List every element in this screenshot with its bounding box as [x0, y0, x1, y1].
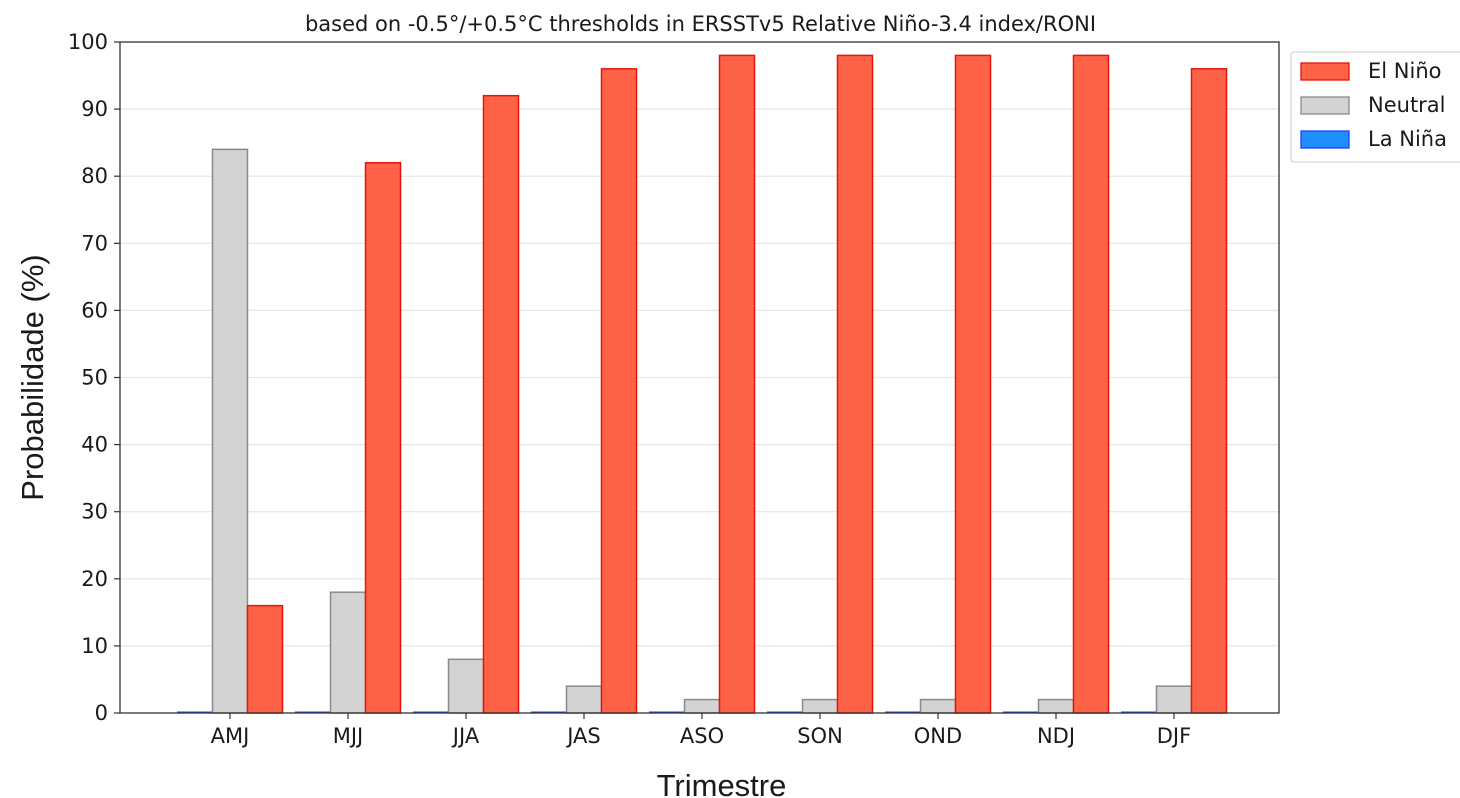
y-tick-label: 60 [81, 298, 108, 322]
x-tick-label: JAS [565, 724, 601, 748]
bar-el-ni-o-amj [246, 604, 284, 714]
x-tick-label: JJA [451, 724, 480, 748]
y-tick-label: 0 [95, 701, 108, 725]
bar-neutral-aso [683, 698, 721, 714]
y-tick-label: 90 [81, 97, 108, 121]
x-tick-label: DJF [1157, 724, 1191, 748]
bar-el-ni-o-jja [482, 94, 520, 714]
y-tick-label: 30 [81, 500, 108, 524]
legend-swatch [1300, 96, 1350, 115]
x-axis: AMJ MJJ JJA JAS ASO SON OND NDJ DJF [211, 713, 1191, 748]
x-tick-label: MJJ [333, 724, 364, 748]
legend: El Niño Neutral La Niña [1290, 51, 1460, 163]
y-axis-label: Probabilidade (%) [15, 254, 50, 500]
y-tick-label: 50 [81, 366, 108, 390]
bar-neutral-son [801, 698, 839, 714]
y-axis: 0 10 20 30 40 50 60 70 80 90 100 [68, 30, 120, 725]
bar-el-ni-o-djf [1190, 68, 1228, 714]
bar-neutral-amj [211, 148, 249, 714]
x-tick-label: AMJ [211, 724, 250, 748]
x-tick-label: NDJ [1037, 724, 1075, 748]
bar-neutral-jas [565, 685, 603, 714]
legend-swatch [1300, 62, 1350, 81]
y-tick-label: 20 [81, 567, 108, 591]
bar-el-ni-o-jas [600, 68, 638, 714]
bar-el-ni-o-ndj [1072, 54, 1110, 714]
legend-label: Neutral [1368, 93, 1446, 117]
bar-el-ni-o-ond [954, 54, 992, 714]
x-axis-label: Trimestre [657, 768, 787, 798]
bar-neutral-ndj [1037, 698, 1075, 714]
y-tick-label: 40 [81, 433, 108, 457]
y-tick-label: 70 [81, 231, 108, 255]
y-tick-label: 10 [81, 634, 108, 658]
bar-neutral-jja [447, 658, 485, 714]
y-tick-label: 100 [68, 30, 108, 54]
chart-title: based on -0.5°/+0.5°C thresholds in ERSS… [305, 12, 1096, 36]
y-tick-label: 80 [81, 164, 108, 188]
legend-swatch [1300, 130, 1350, 149]
bar-neutral-djf [1155, 685, 1193, 714]
x-tick-label: ASO [680, 724, 724, 748]
bar-neutral-ond [919, 698, 957, 714]
bar-el-ni-o-son [836, 54, 874, 714]
x-tick-label: OND [914, 724, 962, 748]
x-tick-label: SON [797, 724, 843, 748]
legend-label: La Niña [1368, 127, 1447, 151]
legend-label: El Niño [1368, 59, 1441, 83]
bar-neutral-mjj [329, 591, 367, 714]
bars [177, 54, 1228, 714]
bar-el-ni-o-mjj [364, 162, 402, 714]
bar-el-ni-o-aso [718, 54, 756, 714]
